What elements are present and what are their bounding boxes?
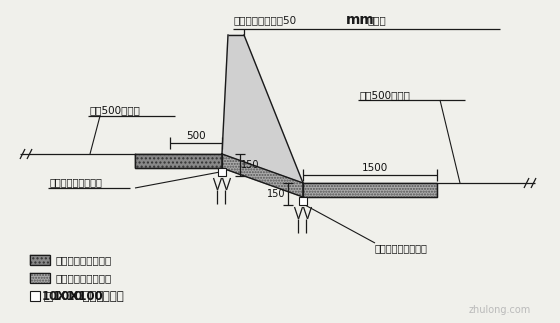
- Text: 阴阳角要控制半径50: 阴阳角要控制半径50: [233, 15, 296, 25]
- Text: mm: mm: [346, 13, 375, 27]
- Text: 插上钉筋以固定方木: 插上钉筋以固定方木: [50, 177, 103, 187]
- Polygon shape: [30, 273, 50, 283]
- Polygon shape: [222, 35, 303, 183]
- Polygon shape: [222, 154, 303, 197]
- Text: 放上500控制线: 放上500控制线: [360, 90, 411, 100]
- Text: 150: 150: [267, 189, 285, 199]
- Text: □10X100的方木: □10X100的方木: [43, 289, 125, 303]
- Polygon shape: [135, 154, 222, 168]
- Bar: [30, 291, 40, 301]
- Text: 500: 500: [186, 131, 206, 141]
- Text: 第二次浇筑斜面帪层: 第二次浇筑斜面帪层: [55, 273, 111, 283]
- Text: 150: 150: [241, 160, 259, 170]
- Bar: [299, 197, 307, 205]
- Bar: [218, 168, 226, 176]
- Text: 的圆弧: 的圆弧: [368, 15, 387, 25]
- Text: zhulong.com: zhulong.com: [469, 305, 531, 315]
- Text: 第一次浇筑平面帪层: 第一次浇筑平面帪层: [55, 255, 111, 265]
- Polygon shape: [303, 183, 437, 197]
- Polygon shape: [30, 255, 50, 265]
- Text: 1500: 1500: [362, 163, 388, 173]
- Text: 10X10的方木: 10X10的方木: [42, 289, 105, 303]
- Text: 放上500控制线: 放上500控制线: [90, 105, 141, 115]
- Text: 插上钉筋以固定方木: 插上钉筋以固定方木: [375, 243, 428, 253]
